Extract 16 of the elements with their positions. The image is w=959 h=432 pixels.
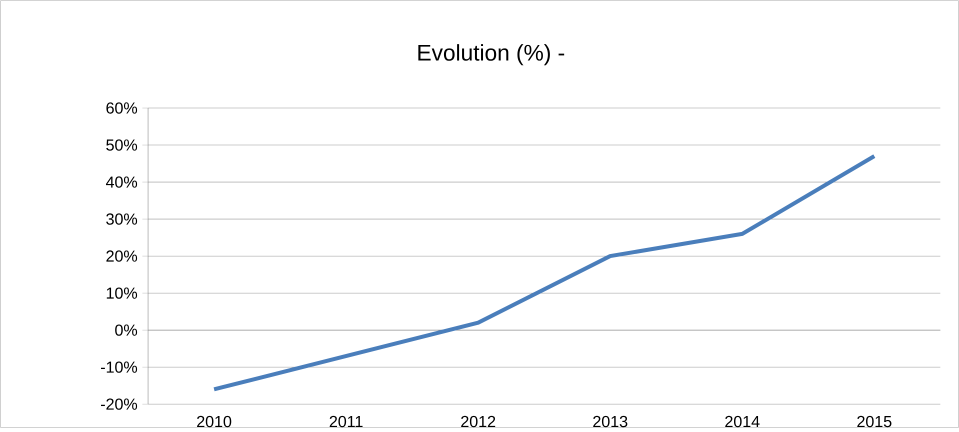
y-tick-label: 60% [106,102,138,114]
y-tick-label: 30% [106,214,138,225]
x-tick-label: 2010 [197,416,232,428]
x-tick-label: 2015 [857,416,892,428]
x-tick-label: 2013 [593,416,628,428]
y-tick-label: 10% [106,288,138,299]
y-tick-label: 20% [106,250,138,262]
x-tick-label: 2011 [330,416,363,428]
y-tick-label: -20% [100,398,138,410]
y-tick-label: 40% [106,176,138,188]
y-tick-label: 0% [115,324,138,336]
x-tick-label: 2014 [725,416,760,428]
chart-title: Evolution (%) - [418,44,564,66]
y-tick-label: 50% [106,140,138,151]
y-tick-label: -10% [100,362,138,373]
x-tick-label: 2012 [461,416,496,428]
